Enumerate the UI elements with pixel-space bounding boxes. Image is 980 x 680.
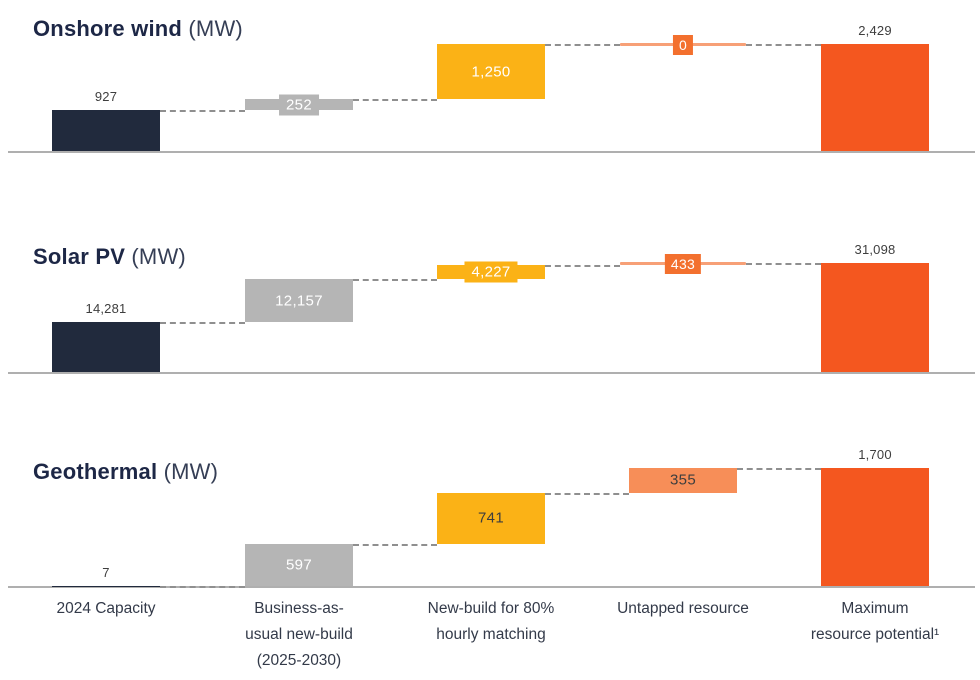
waterfall-connector bbox=[746, 44, 821, 46]
x-axis-label: Maximum resource potential¹ bbox=[810, 600, 940, 643]
waterfall-connector bbox=[160, 585, 245, 588]
value-label: 927 bbox=[94, 89, 118, 105]
chart-title-text: Onshore wind bbox=[33, 16, 183, 41]
x-axis-label: New-build for 80% hourly matching bbox=[427, 600, 555, 643]
waterfall-connector bbox=[746, 263, 821, 265]
value-label: 7 bbox=[102, 564, 110, 580]
waterfall-connector bbox=[160, 321, 245, 324]
value-badge: 433 bbox=[664, 254, 702, 274]
chart-title-geothermal: Geothermal (MW) bbox=[33, 459, 218, 485]
value-label: 1,700 bbox=[858, 447, 892, 462]
total-bar bbox=[821, 44, 929, 151]
value-label: 2,429 bbox=[858, 23, 892, 38]
value-label: 597 bbox=[279, 554, 319, 576]
value-label: 31,098 bbox=[854, 242, 896, 257]
waterfall-connector bbox=[545, 264, 620, 267]
value-label: 355 bbox=[663, 469, 703, 491]
chart-title-onshore-wind: Onshore wind (MW) bbox=[33, 16, 243, 42]
baseline-geothermal bbox=[8, 586, 975, 588]
waterfall-connector bbox=[353, 99, 437, 102]
baseline-solar-pv bbox=[8, 372, 975, 374]
value-label: 1,250 bbox=[464, 61, 518, 83]
waterfall-connector bbox=[160, 110, 245, 113]
value-label: 4,227 bbox=[464, 261, 518, 283]
waterfall-connector bbox=[737, 468, 821, 470]
baseline-onshore-wind bbox=[8, 151, 975, 153]
value-label: 12,157 bbox=[268, 290, 330, 312]
waterfall-connector bbox=[353, 279, 437, 282]
value-label: 741 bbox=[471, 507, 511, 529]
value-badge: 0 bbox=[672, 35, 694, 55]
chart-title-solar-pv: Solar PV (MW) bbox=[33, 244, 186, 270]
x-axis-label: 2024 Capacity bbox=[56, 600, 156, 617]
value-label: 14,281 bbox=[85, 300, 127, 316]
start-bar bbox=[52, 321, 160, 372]
value-label: 252 bbox=[279, 94, 319, 116]
chart-title-text: Solar PV bbox=[33, 244, 126, 269]
waterfall-connector bbox=[545, 44, 620, 46]
chart-title-unit: (MW) bbox=[163, 459, 219, 484]
start-bar bbox=[52, 110, 160, 151]
total-bar bbox=[821, 468, 929, 586]
chart-title-unit: (MW) bbox=[188, 16, 243, 41]
x-axis-label: Untapped resource bbox=[617, 600, 749, 617]
waterfall-connector bbox=[353, 544, 437, 547]
x-axis-label: Business-as-usual new-build (2025-2030) bbox=[245, 600, 353, 669]
chart-title-unit: (MW) bbox=[131, 244, 186, 269]
start-bar bbox=[52, 585, 160, 586]
waterfall-connector bbox=[545, 492, 629, 495]
total-bar bbox=[821, 263, 929, 372]
chart-title-text: Geothermal bbox=[33, 459, 158, 484]
